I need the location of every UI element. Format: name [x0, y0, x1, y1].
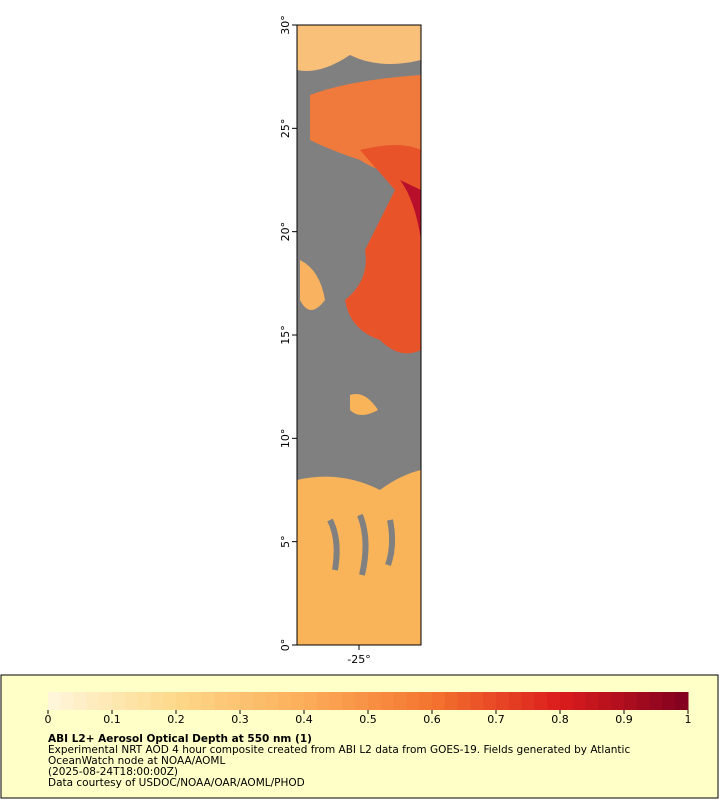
colorbar-step [355, 692, 369, 710]
caption-title: ABI L2+ Aerosol Optical Depth at 550 nm … [48, 733, 312, 745]
colorbar-step [291, 692, 305, 710]
colorbar-step [572, 692, 587, 710]
colorbar-step [534, 692, 548, 710]
colorbar-step [214, 692, 228, 710]
colorbar-step [444, 692, 459, 710]
caption-line: (2025-08-24T18:00:00Z) [48, 766, 178, 778]
colorbar-step [547, 692, 561, 710]
colorbar-step [624, 692, 638, 710]
colorbar-tick-label: 0.8 [551, 713, 569, 726]
colorbar-step [598, 692, 612, 710]
map-field [296, 24, 422, 646]
colorbar-step [508, 692, 523, 710]
colorbar-step [406, 692, 420, 710]
colorbar-step [240, 692, 254, 710]
colorbar-step [124, 692, 139, 710]
caption-line: OceanWatch node at NOAA/AOML [48, 755, 225, 767]
colorbar-step [675, 692, 689, 710]
colorbar-step [316, 692, 331, 710]
colorbar-tick-label: 0.7 [487, 713, 505, 726]
colorbar-step [560, 692, 574, 710]
colorbar-step [86, 692, 100, 710]
aerosol-region [300, 260, 325, 310]
colorbar-step [457, 692, 471, 710]
colorbar-tick-label: 0.3 [231, 713, 249, 726]
colorbar-step [150, 692, 164, 710]
colorbar-step [432, 692, 446, 710]
lat-tick-label: 10° [279, 429, 292, 449]
colorbar-step [342, 692, 356, 710]
colorbar-step [176, 692, 190, 710]
colorbar-step [99, 692, 113, 710]
colorbar-step [201, 692, 215, 710]
colorbar-step [112, 692, 126, 710]
colorbar-step [611, 692, 625, 710]
colorbar-step [585, 692, 599, 710]
colorbar-step [188, 692, 203, 710]
lat-tick-label: 20° [279, 222, 292, 242]
colorbar-step [380, 692, 395, 710]
colorbar-step [483, 692, 497, 710]
colorbar-step [48, 692, 62, 710]
colorbar-step [496, 692, 510, 710]
cloud-gap [327, 513, 396, 576]
colorbar-step [163, 692, 177, 710]
colorbar-step [252, 692, 267, 710]
colorbar-step [73, 692, 87, 710]
colorbar-step [278, 692, 292, 710]
lat-tick-label: 25° [279, 119, 292, 139]
colorbar-tick-label: 0 [45, 713, 52, 726]
aerosol-region [297, 470, 421, 645]
colorbar-step [368, 692, 382, 710]
colorbar-tick-label: 0.6 [423, 713, 441, 726]
colorbar-step [649, 692, 663, 710]
lat-tick-label: 5° [279, 535, 292, 548]
lat-tick-label: 30° [279, 15, 292, 35]
colorbar-step [393, 692, 407, 710]
colorbar-step [60, 692, 75, 710]
colorbar-tick-label: 0.5 [359, 713, 377, 726]
colorbar-step [137, 692, 151, 710]
colorbar-step [329, 692, 343, 710]
lat-tick-label: 0° [279, 639, 292, 652]
colorbar-tick-label: 1 [685, 713, 692, 726]
colorbar-step [304, 692, 318, 710]
colorbar-step [662, 692, 676, 710]
lon-tick-label: -25° [347, 653, 370, 666]
lat-tick-label: 15° [279, 325, 292, 345]
caption-line: Experimental NRT AOD 4 hour composite cr… [48, 744, 630, 756]
caption-line: Data courtesy of USDOC/NOAA/OAR/AOML/PHO… [48, 777, 305, 789]
colorbar-step [636, 692, 651, 710]
aerosol-region [350, 394, 378, 415]
aerosol-region [297, 25, 421, 71]
colorbar-step [419, 692, 433, 710]
colorbar-step [265, 692, 279, 710]
colorbar-tick-label: 0.9 [615, 713, 633, 726]
colorbar-tick-label: 0.2 [167, 713, 185, 726]
aerosol-region [345, 145, 421, 354]
colorbar-step [227, 692, 241, 710]
colorbar-tick-label: 0.1 [103, 713, 121, 726]
colorbar-step [521, 692, 535, 710]
colorbar-tick-label: 0.4 [295, 713, 313, 726]
colorbar-step [470, 692, 484, 710]
aerosol-region [400, 180, 421, 240]
